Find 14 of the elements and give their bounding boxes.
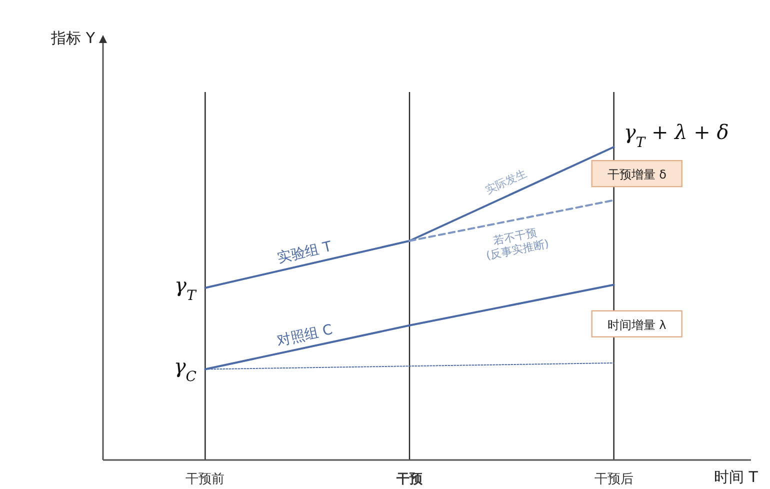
annotation: γ$_{C}$ [174,354,197,386]
text: 若不干预 (反事实推断) [485,226,550,262]
annotation: 时间增量 λ [607,318,666,332]
annotation: γ$_{T}$ + λ + δ [624,120,729,151]
text: 指标 Y [50,29,96,47]
annotation: 实际发生 [483,166,529,197]
x-axis-title: 时间 T [714,468,759,486]
annotation: γ$_{T}$ [174,272,198,304]
x-tick-label: 干预后 [594,472,634,487]
x-tick-label: 干预前 [186,472,225,487]
annotation: 干预增量 δ [607,168,666,182]
text: 对照组 C [276,322,334,350]
x-tick-label: 干预 [396,472,424,487]
text: 实验组 T [276,238,334,267]
